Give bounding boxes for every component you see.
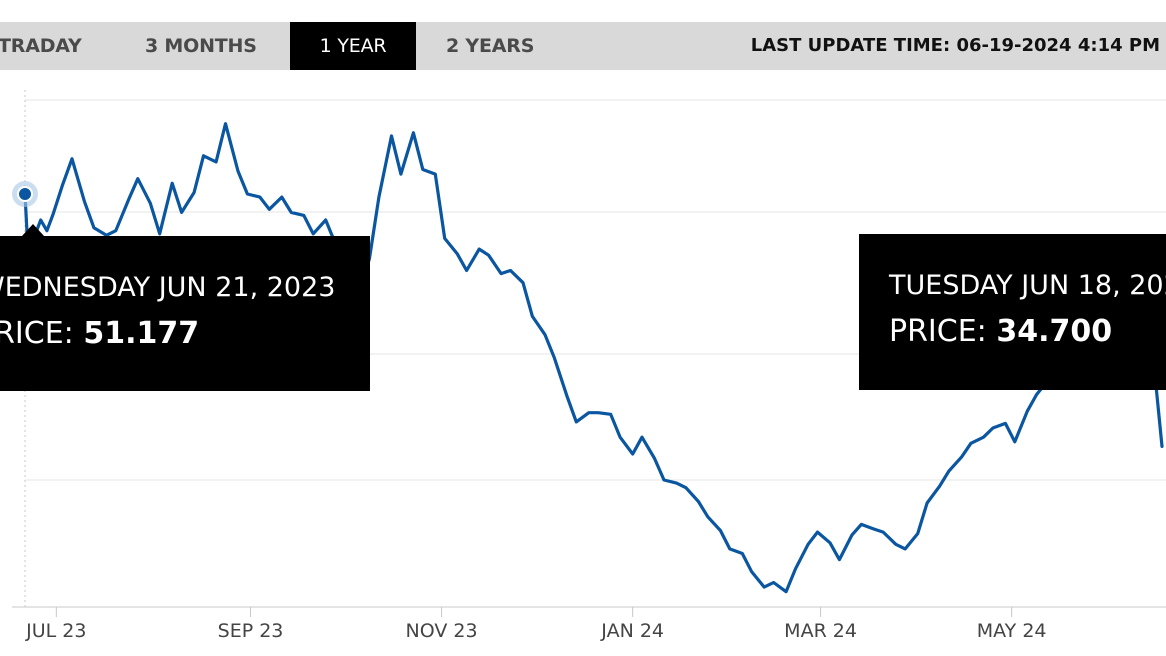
x-tick-label: MAR 24 (784, 620, 857, 642)
tooltip-date: WEDNESDAY JUN 21, 2023 (0, 272, 336, 303)
price-line (23, 122, 1164, 594)
tab-1-year[interactable]: 1 YEAR (290, 22, 416, 70)
x-tick-label: JAN 24 (600, 620, 664, 642)
x-tick-label: SEP 23 (218, 620, 284, 642)
marker-dot (17, 186, 33, 203)
tab-2-years[interactable]: 2 YEARS (446, 35, 535, 57)
range-toolbar: TRADAY 3 MONTHS 1 YEAR 2 YEARS LAST UPDA… (0, 22, 1166, 70)
price-chart[interactable]: JUL 23 SEP 23 NOV 23 JAN 24 MAR 24 MAY 24 (0, 70, 1166, 656)
tooltip-price-label: PRICE: (889, 314, 987, 349)
x-axis: JUL 23 SEP 23 NOV 23 JAN 24 MAR 24 MAY 24 (12, 606, 1166, 642)
tooltip-price: PRICE: 51.177 (0, 316, 199, 351)
last-update-time: LAST UPDATE TIME: 06-19-2024 4:14 PM (750, 35, 1160, 56)
hover-marker (12, 181, 38, 208)
x-tick-label: JUL 23 (25, 620, 86, 642)
x-tick-label: MAY 24 (977, 620, 1047, 642)
tab-intraday[interactable]: TRADAY (0, 35, 82, 57)
tooltip-price-value: 34.700 (996, 314, 1113, 349)
series-layer (23, 122, 1164, 594)
tooltip-price-label: PRICE: (0, 316, 74, 351)
x-tick-label: NOV 23 (406, 620, 478, 642)
tooltip-price-value: 51.177 (83, 316, 200, 351)
tooltip-end: TUESDAY JUN 18, 2024 PRICE: 34.700 (859, 234, 1166, 390)
tooltip-date: TUESDAY JUN 18, 2024 (889, 270, 1166, 301)
tab-3-months[interactable]: 3 MONTHS (145, 35, 257, 57)
tooltip-price: PRICE: 34.700 (889, 314, 1112, 349)
tooltip-pointer (22, 224, 44, 236)
tooltip-start: WEDNESDAY JUN 21, 2023 PRICE: 51.177 (0, 236, 370, 391)
